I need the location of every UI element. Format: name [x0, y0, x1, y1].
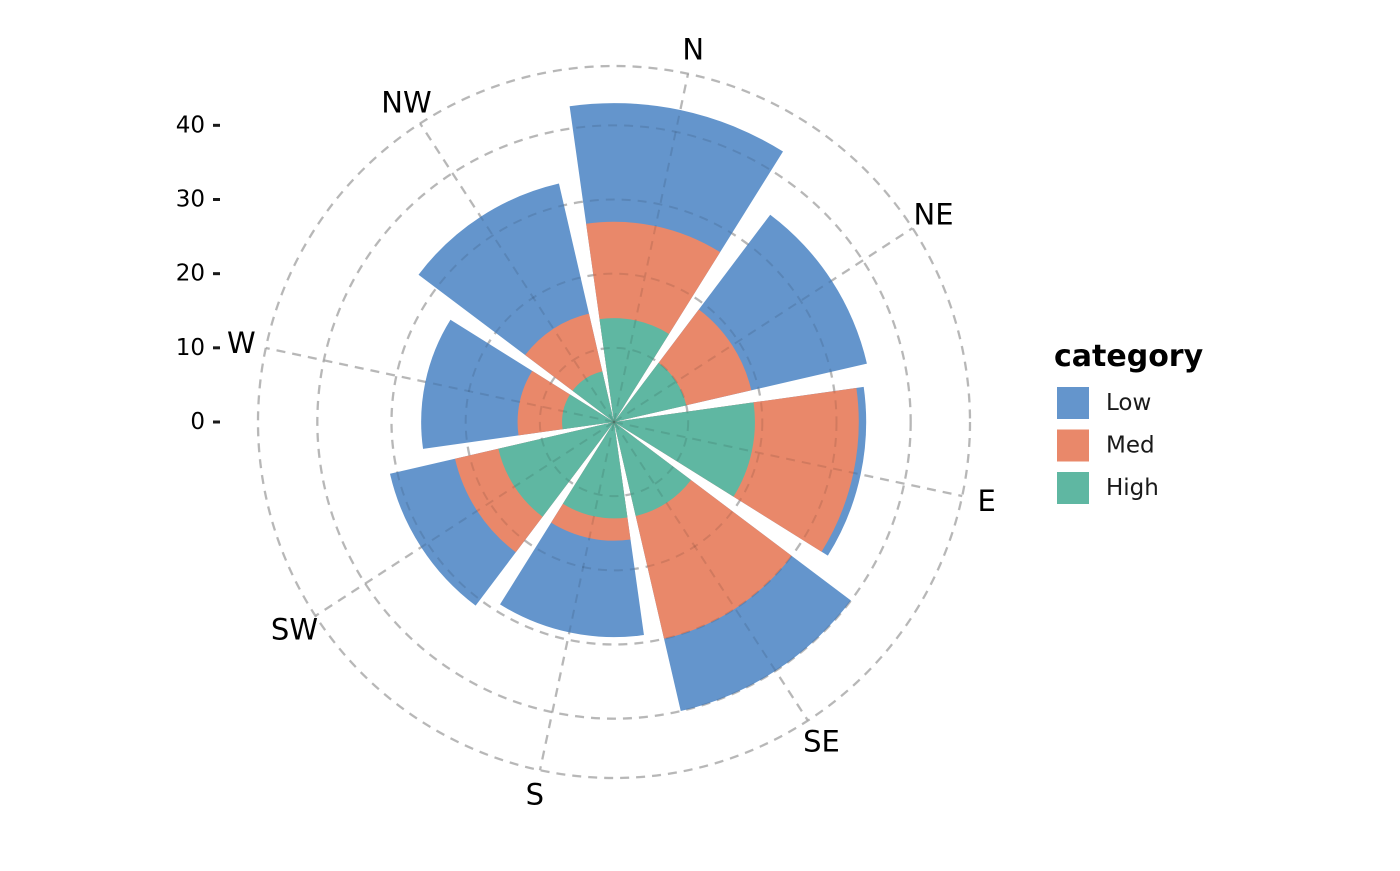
- grid-circle-overlay: [390, 198, 838, 646]
- direction-label-sw: SW: [271, 613, 318, 647]
- legend-label-low: Low: [1106, 390, 1151, 416]
- direction-label-nw: NW: [381, 85, 431, 119]
- legend-key-med: [1057, 429, 1089, 462]
- tick-label: 30: [176, 187, 205, 213]
- wedge-high-n: [599, 318, 670, 422]
- grid-spoke-overlay: [613, 421, 963, 497]
- grid-circle-overlay: [464, 272, 764, 572]
- legend: category Low Med High: [1054, 339, 1204, 504]
- direction-label-e: E: [978, 484, 996, 518]
- tick-label: 20: [176, 261, 205, 287]
- wedge-high-e: [614, 402, 755, 497]
- grid-circle-overlay: [257, 65, 971, 779]
- legend-key-low: [1057, 387, 1089, 419]
- wedge-high-sw: [498, 422, 614, 517]
- grid-spoke-overlay: [419, 122, 615, 423]
- legend-label-high: High: [1106, 475, 1159, 501]
- tick-label: 10: [176, 335, 205, 361]
- wedge-high-w: [562, 394, 614, 430]
- grid-circle: [256, 64, 972, 780]
- tick-label: 0: [190, 409, 205, 435]
- grid-circle-overlay: [538, 346, 690, 498]
- radial-axis: 0 10 20 30 40: [176, 112, 220, 435]
- wedge-high-s: [562, 422, 628, 519]
- wedge-high-nw: [572, 371, 614, 422]
- legend-key-high: [1057, 472, 1089, 504]
- direction-label-ne: NE: [914, 197, 954, 231]
- wedge-high-se: [614, 422, 691, 516]
- direction-labels: N NE E SE S SW W NW: [227, 32, 996, 811]
- legend-title: category: [1054, 339, 1204, 374]
- grid-spoke-overlay: [314, 421, 615, 617]
- tick-label: 40: [176, 112, 205, 138]
- grid-circle-overlay: [316, 124, 912, 720]
- direction-label-n: N: [682, 32, 704, 66]
- direction-label-se: SE: [803, 725, 840, 759]
- direction-label-w: W: [227, 326, 256, 360]
- grid-spoke-overlay: [613, 73, 689, 423]
- grid-spoke-overlay: [265, 347, 615, 423]
- wedge-bars: [389, 103, 867, 712]
- grid-overlay: [257, 65, 971, 779]
- direction-label-s: S: [526, 778, 544, 812]
- legend-label-med: Med: [1106, 433, 1155, 459]
- grid-spoke-overlay: [613, 421, 809, 722]
- grid-spoke-overlay: [539, 421, 615, 771]
- wedge-high-ne: [614, 362, 687, 422]
- grid-spoke-overlay: [613, 227, 914, 423]
